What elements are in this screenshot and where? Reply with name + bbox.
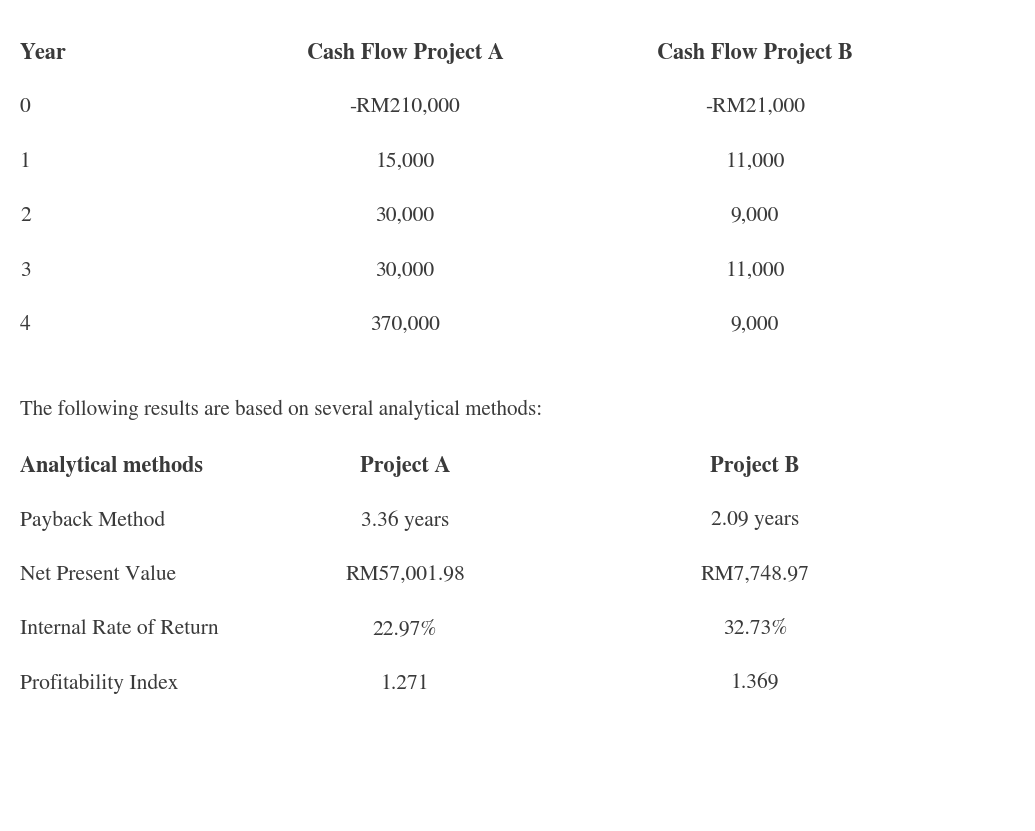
Text: 370,000: 370,000 xyxy=(371,316,440,335)
Text: -RM210,000: -RM210,000 xyxy=(350,97,461,117)
Text: Net Present Value: Net Present Value xyxy=(20,565,176,585)
Text: RM7,748.97: RM7,748.97 xyxy=(701,565,809,585)
Text: 2: 2 xyxy=(20,206,31,226)
Text: 1.271: 1.271 xyxy=(381,674,430,694)
Text: 3.36 years: 3.36 years xyxy=(361,510,449,531)
Text: 9,000: 9,000 xyxy=(731,316,779,335)
Text: RM57,001.98: RM57,001.98 xyxy=(345,565,465,585)
Text: 0: 0 xyxy=(20,97,31,117)
Text: 3: 3 xyxy=(20,261,31,281)
Text: The following results are based on several analytical methods:: The following results are based on sever… xyxy=(20,400,542,420)
Text: 22.97%: 22.97% xyxy=(373,619,437,639)
Text: 30,000: 30,000 xyxy=(376,261,435,281)
Text: Internal Rate of Return: Internal Rate of Return xyxy=(20,619,218,639)
Text: 9,000: 9,000 xyxy=(731,206,779,226)
Text: 15,000: 15,000 xyxy=(376,152,435,172)
Text: 11,000: 11,000 xyxy=(726,261,785,281)
Text: 32.73%: 32.73% xyxy=(722,619,788,639)
Text: 2.09 years: 2.09 years xyxy=(711,510,799,530)
Text: Project B: Project B xyxy=(710,456,800,477)
Text: 1.369: 1.369 xyxy=(731,674,779,694)
Text: -RM21,000: -RM21,000 xyxy=(705,97,805,117)
Text: 1: 1 xyxy=(20,152,31,172)
Text: Profitability Index: Profitability Index xyxy=(20,674,178,694)
Text: Year: Year xyxy=(20,43,66,64)
Text: 4: 4 xyxy=(20,316,31,335)
Text: Analytical methods: Analytical methods xyxy=(20,456,203,477)
Text: Payback Method: Payback Method xyxy=(20,510,166,531)
Text: Cash Flow Project B: Cash Flow Project B xyxy=(657,43,853,64)
Text: 11,000: 11,000 xyxy=(726,152,785,172)
Text: Cash Flow Project A: Cash Flow Project A xyxy=(306,43,503,64)
Text: Project A: Project A xyxy=(360,456,450,477)
Text: 30,000: 30,000 xyxy=(376,206,435,226)
